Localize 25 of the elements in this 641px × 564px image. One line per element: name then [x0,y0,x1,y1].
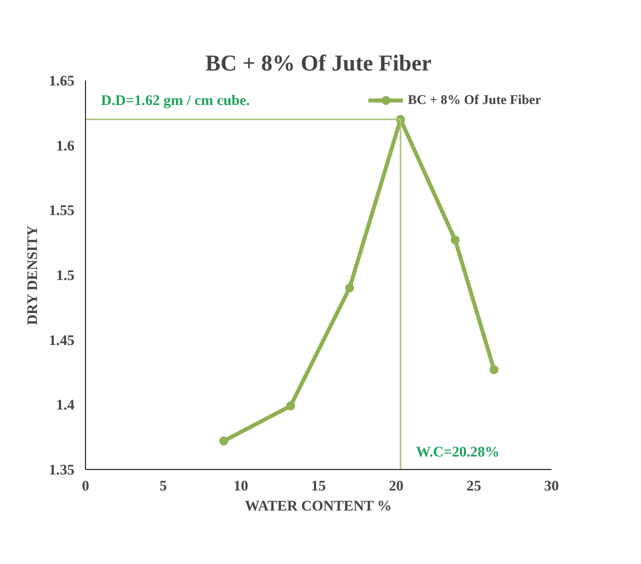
x-tick-label: 5 [160,478,167,494]
y-axis-title: DRY DENSITY [24,225,41,326]
x-tick-label: 25 [466,478,482,494]
x-axis-title: WATER CONTENT % [244,498,392,514]
y-tick-label: 1.5 [56,268,75,284]
point [219,436,228,446]
point [345,283,354,292]
point [490,365,499,374]
y-tick-label: 1.45 [48,332,75,349]
point [286,401,296,410]
x-tick-label: 10 [234,478,248,494]
legend-label: BC + 8% Of Jute Fiber [408,92,541,108]
x-tick-label: 30 [544,478,559,494]
x-tick-label: 15 [311,478,326,494]
y-tick-label: 1.6 [56,138,75,154]
x-tick-label: 0 [82,478,90,494]
y-tick-label: 1.65 [48,74,75,90]
chart-title: BC + 8% Of Jute Fiber [205,50,432,76]
ref-line-label: W.C=20.28% [416,444,500,460]
y-tick-label: 1.35 [48,462,75,478]
point [450,236,460,244]
y-tick-label: 1.4 [56,398,76,414]
ref-line-label: D.D=1.62 gm / cm cube. [101,93,250,110]
x-tick-label: 20 [388,478,404,494]
y-tick-label: 1.55 [48,203,75,220]
